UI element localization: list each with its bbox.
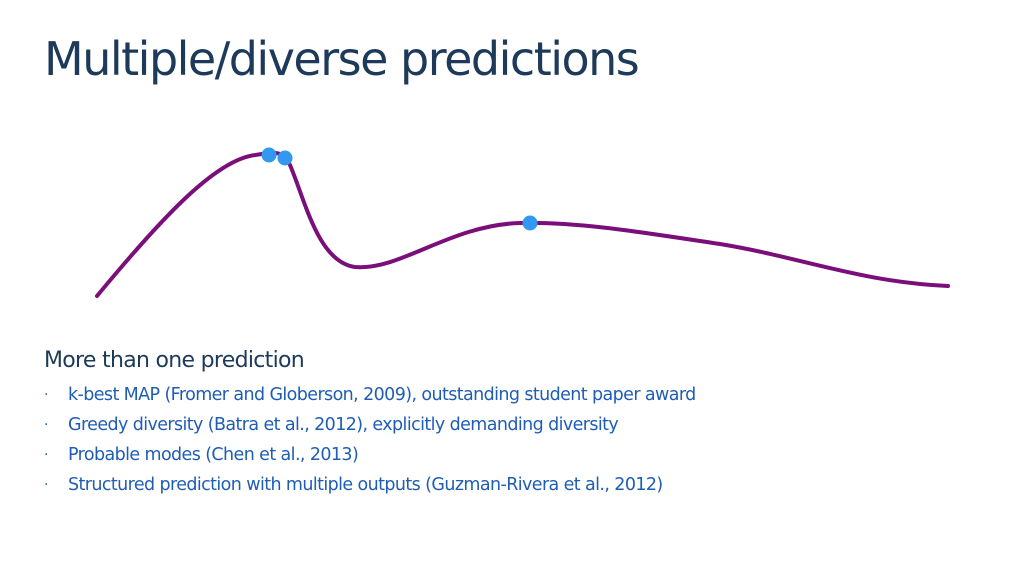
list-item-text: k-best MAP (Fromer and Globerson, 2009),… xyxy=(68,385,696,405)
list-item-text: Probable modes (Chen et al., 2013) xyxy=(68,445,359,465)
list-item: · Probable modes (Chen et al., 2013) xyxy=(44,440,984,470)
slide-body: More than one prediction · k-best MAP (F… xyxy=(44,346,984,500)
distribution-curve-figure xyxy=(95,147,950,298)
bullet-icon: · xyxy=(44,417,48,433)
lead-text: More than one prediction xyxy=(44,348,305,373)
list-item: · k-best MAP (Fromer and Globerson, 2009… xyxy=(44,380,984,410)
list-item: · Greedy diversity (Batra et al., 2012),… xyxy=(44,410,984,440)
list-item-text: Structured prediction with multiple outp… xyxy=(68,475,663,495)
mode-point xyxy=(261,147,277,163)
list-item: · Structured prediction with multiple ou… xyxy=(44,470,984,500)
reference-list: · k-best MAP (Fromer and Globerson, 2009… xyxy=(44,380,984,500)
slide-title: Multiple/diverse predictions xyxy=(44,32,640,86)
bullet-icon: · xyxy=(44,477,48,493)
mode-point xyxy=(522,215,538,231)
distribution-curve xyxy=(95,150,950,298)
bullet-icon: · xyxy=(44,387,48,403)
list-item-text: Greedy diversity (Batra et al., 2012), e… xyxy=(68,415,619,435)
bullet-icon: · xyxy=(44,447,48,463)
mode-point xyxy=(277,150,293,166)
